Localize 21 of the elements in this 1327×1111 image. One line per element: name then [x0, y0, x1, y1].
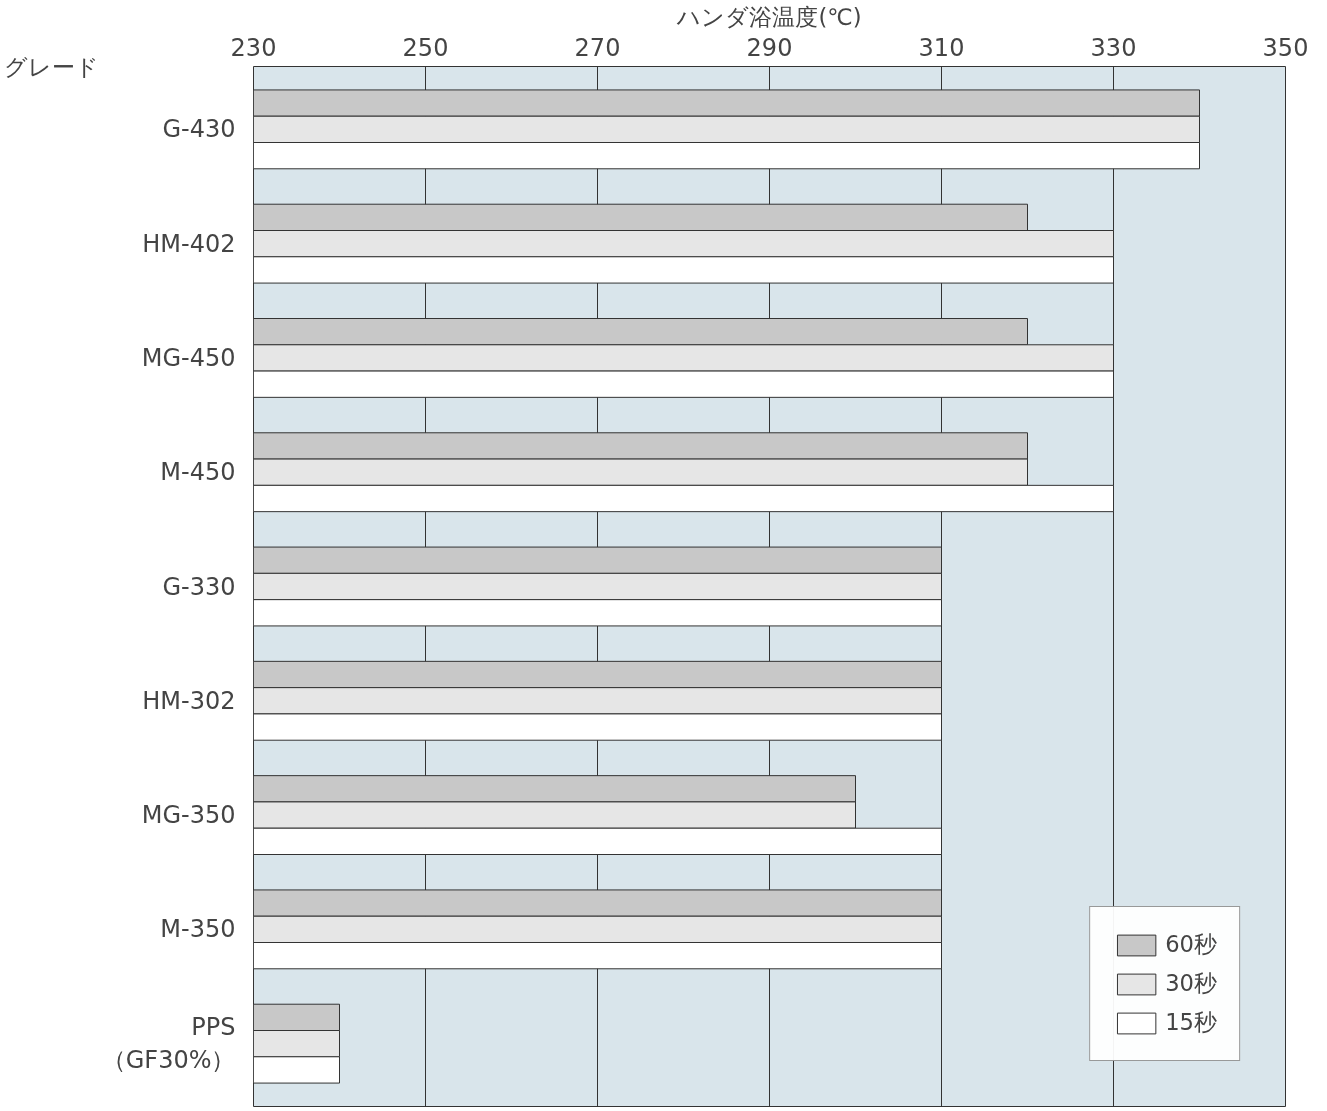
y-tick-label: G-430: [162, 115, 236, 144]
legend-label: 30秒: [1165, 969, 1217, 998]
legend-label: 60秒: [1165, 930, 1217, 959]
x-tick-label: 330: [1090, 33, 1137, 62]
y-tick-label: M-450: [160, 458, 236, 487]
x-tick-label: 350: [1262, 33, 1309, 62]
legend-label: 15秒: [1165, 1008, 1217, 1037]
x-axis-title: ハンダ浴温度(℃): [676, 3, 862, 30]
y-tick-label: HM-402: [142, 229, 236, 258]
y-tick-label: PPS （GF30%）: [101, 1012, 236, 1075]
y-tick-label: HM-302: [142, 686, 236, 715]
x-tick-label: 290: [746, 33, 793, 62]
y-tick-label: MG-350: [141, 801, 236, 830]
y-axis-title: グレード: [3, 53, 99, 80]
x-tick-label: 270: [574, 33, 621, 62]
y-tick-label: G-330: [162, 572, 236, 601]
x-tick-label: 310: [918, 33, 965, 62]
x-tick-label: 230: [230, 33, 277, 62]
x-tick-label: 250: [402, 33, 449, 62]
y-tick-label: MG-450: [141, 343, 236, 372]
y-tick-label: M-350: [160, 915, 236, 944]
